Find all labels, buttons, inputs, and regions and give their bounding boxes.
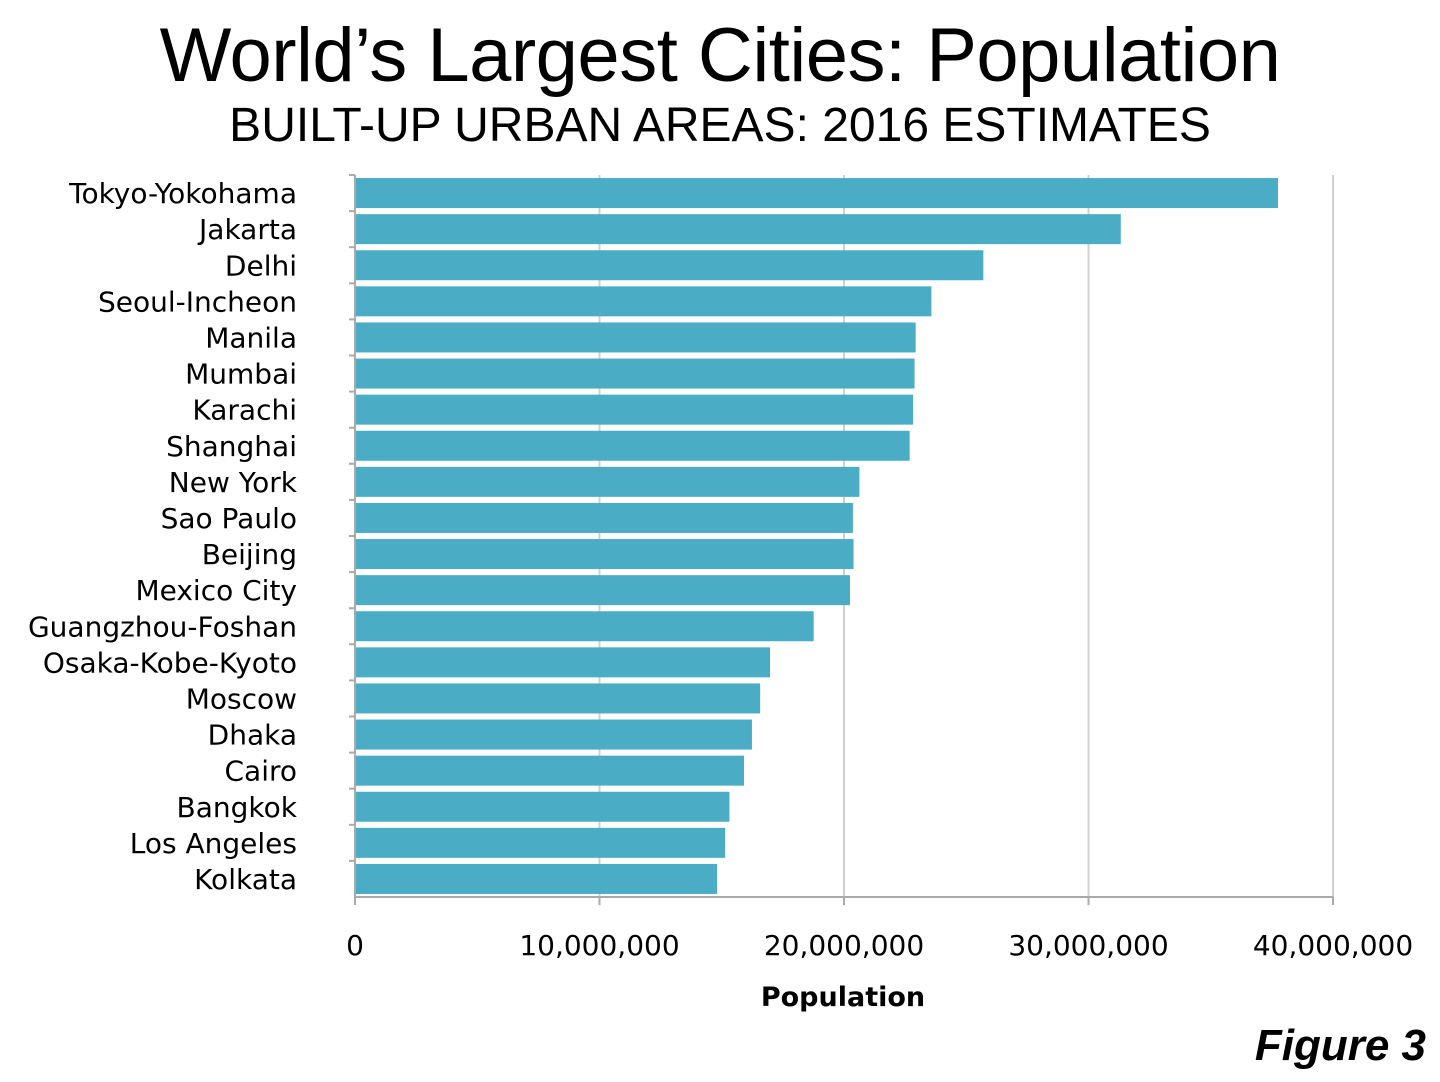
category-label: Osaka-Kobe-Kyoto (43, 646, 297, 679)
category-label: Kolkata (194, 863, 297, 896)
category-label: Sao Paulo (161, 502, 297, 535)
bar (355, 683, 761, 714)
category-label: Mumbai (185, 358, 297, 391)
x-tick-label: 40,000,000 (1253, 929, 1413, 962)
bar (355, 863, 718, 894)
category-label: Manila (205, 321, 297, 354)
bar (355, 250, 984, 281)
x-tick-label: 20,000,000 (764, 929, 924, 962)
bar (355, 214, 1121, 245)
bar (355, 322, 916, 353)
chart-subtitle: BUILT-UP URBAN AREAS: 2016 ESTIMATES (229, 99, 1211, 152)
x-tick-label: 30,000,000 (1008, 929, 1168, 962)
category-label: Dhaka (208, 719, 297, 752)
category-label: Mexico City (135, 574, 297, 607)
axes (349, 174, 1334, 905)
bar (355, 611, 814, 642)
category-label: Delhi (225, 249, 297, 282)
bar (355, 394, 914, 425)
bar (355, 827, 726, 858)
category-label: Tokyo-Yokohama (68, 177, 297, 210)
category-label: Jakarta (197, 213, 297, 246)
bar (355, 502, 853, 533)
bar (355, 430, 910, 461)
category-label: Cairo (224, 755, 297, 788)
bar (355, 178, 1278, 209)
bar (355, 719, 752, 750)
x-tick-label: 0 (346, 929, 364, 962)
bar (355, 575, 850, 606)
category-label: Bangkok (177, 791, 298, 824)
chart-title: World’s Largest Cities: Population (159, 13, 1281, 98)
bar (355, 791, 730, 822)
bar (355, 358, 915, 389)
bars (355, 178, 1278, 894)
category-label: New York (169, 466, 298, 499)
figure-label: Figure 3 (1254, 1021, 1426, 1070)
category-label: Beijing (202, 538, 297, 571)
bar (355, 755, 744, 786)
category-label: Moscow (186, 682, 297, 715)
category-label: Los Angeles (130, 827, 297, 860)
category-label: Seoul-Incheon (98, 285, 297, 318)
bar (355, 466, 860, 497)
bar (355, 286, 932, 317)
x-tick-labels: 0 10,000,000 20,000,000 30,000,000 40,000,00… (346, 929, 1413, 962)
x-tick-label: 10,000,000 (519, 929, 679, 962)
category-label: Guangzhou-Foshan (28, 610, 297, 643)
category-label: Shanghai (166, 430, 297, 463)
category-labels: Tokyo-YokohamaJakartaDelhiSeoul-IncheonM… (28, 177, 298, 896)
bar (355, 539, 854, 570)
x-axis-title: Population (761, 982, 925, 1013)
category-label: Karachi (192, 394, 297, 427)
bar (355, 647, 771, 678)
